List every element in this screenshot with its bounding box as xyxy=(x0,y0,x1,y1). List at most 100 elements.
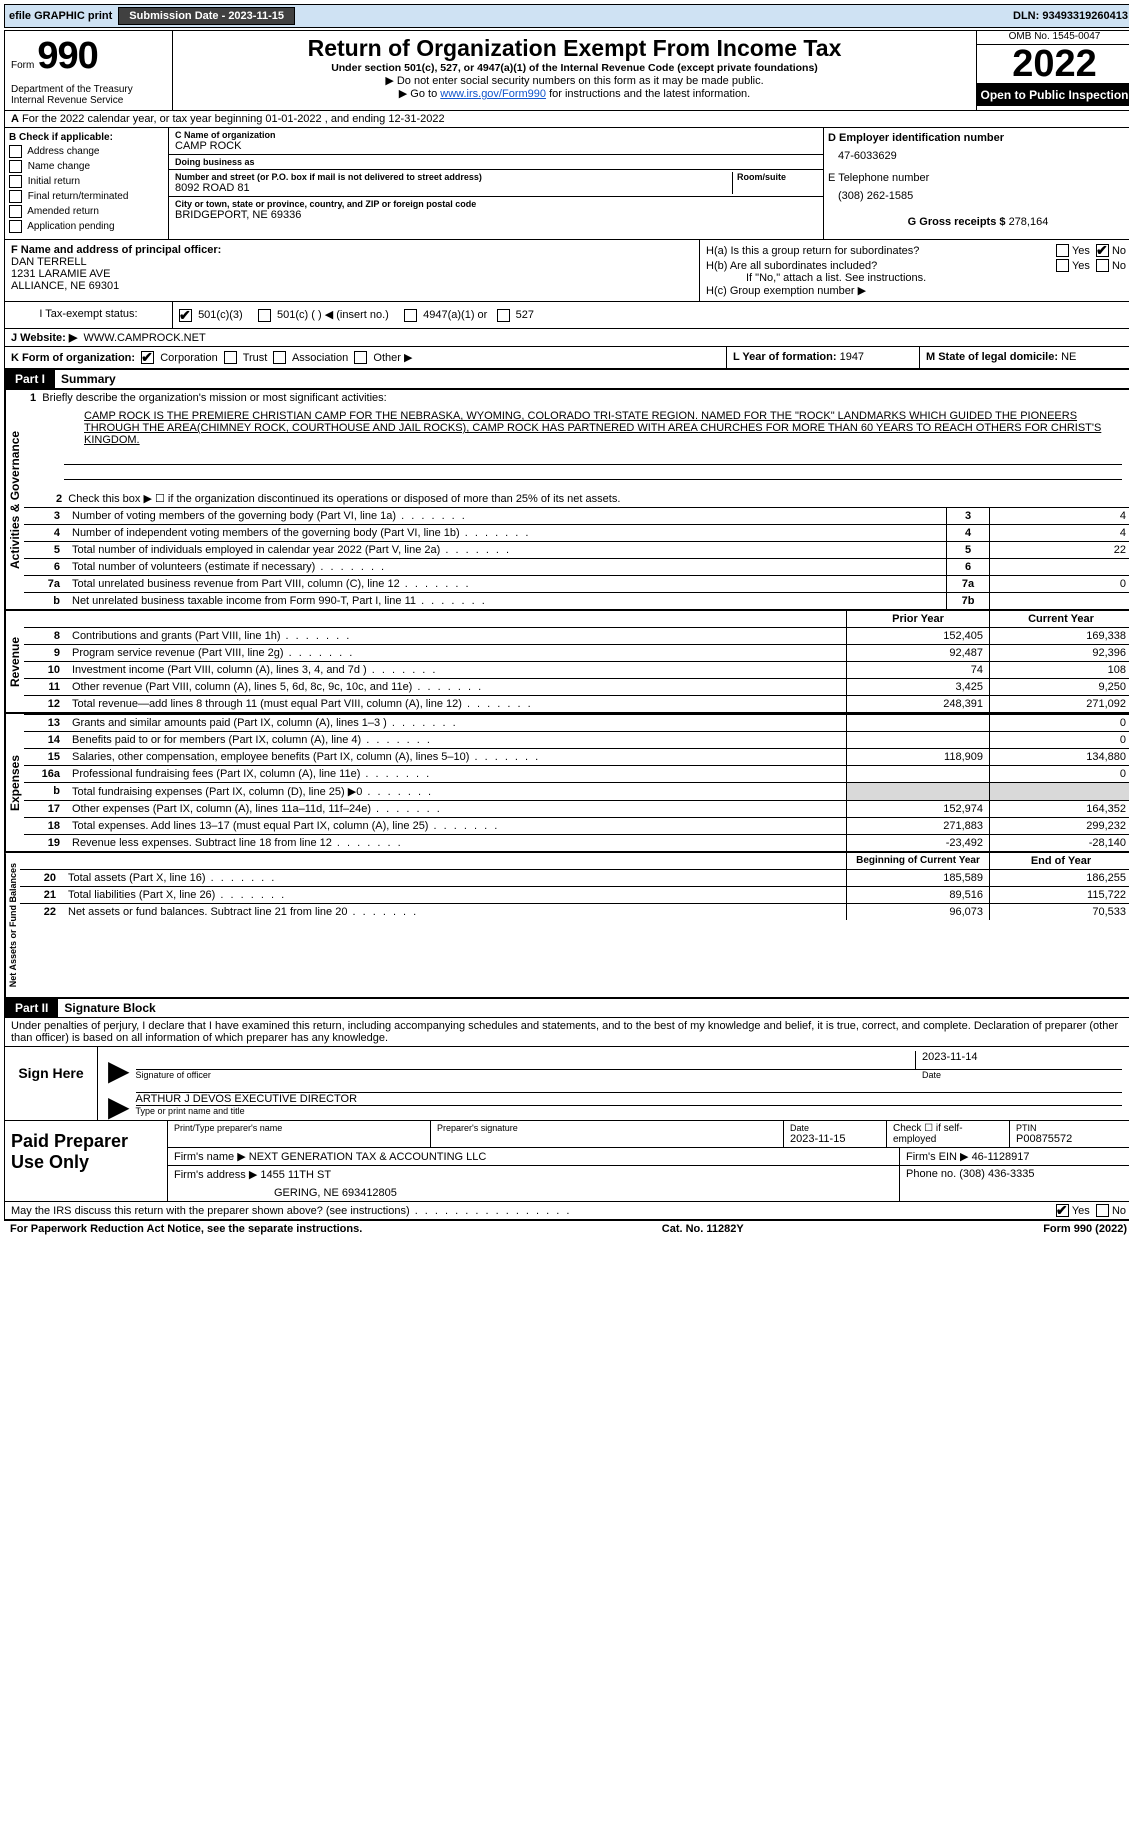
discuss-text: May the IRS discuss this return with the… xyxy=(11,1205,410,1217)
hb-no: No xyxy=(1112,260,1126,272)
b-option: Amended return xyxy=(9,205,164,218)
hb-no-checkbox[interactable] xyxy=(1096,259,1109,272)
firm-ein-value: 46-1128917 xyxy=(972,1151,1030,1163)
b-checkbox[interactable] xyxy=(9,145,22,158)
i-501c3-checkbox[interactable] xyxy=(179,309,192,322)
firm-name-label: Firm's name ▶ xyxy=(174,1151,246,1163)
hb-note: If "No," attach a list. See instructions… xyxy=(706,272,1126,284)
part2-header-row: Part II Signature Block xyxy=(5,997,1129,1017)
part2-title: Signature Block xyxy=(58,999,1129,1017)
ha-yes-checkbox[interactable] xyxy=(1056,244,1069,257)
revenue-section: Revenue Prior Year Current Year 8 Contri… xyxy=(5,609,1129,712)
officer-name: DAN TERRELL xyxy=(11,256,693,268)
m-label: M State of legal domicile: xyxy=(926,351,1058,363)
q1-text: Briefly describe the organization's miss… xyxy=(42,392,386,404)
b-checkbox[interactable] xyxy=(9,190,22,203)
i-527-checkbox[interactable] xyxy=(497,309,510,322)
k-trust: Trust xyxy=(243,352,268,364)
table-row: 13 Grants and similar amounts paid (Part… xyxy=(24,715,1129,732)
part1-title: Summary xyxy=(55,370,1129,388)
discuss-yes: Yes xyxy=(1072,1205,1090,1217)
footer-form: Form 990 (2022) xyxy=(1043,1223,1127,1235)
firm-name-value: NEXT GENERATION TAX & ACCOUNTING LLC xyxy=(249,1151,487,1163)
k-assoc: Association xyxy=(292,352,348,364)
city-value: BRIDGEPORT, NE 69336 xyxy=(175,209,817,221)
b-option: Initial return xyxy=(9,175,164,188)
hb-yes-checkbox[interactable] xyxy=(1056,259,1069,272)
k-corp: Corporation xyxy=(160,352,217,364)
section-bcdefg: B Check if applicable: Address change Na… xyxy=(5,128,1129,240)
discuss-no: No xyxy=(1112,1205,1126,1217)
form-title: Return of Organization Exempt From Incom… xyxy=(179,35,970,62)
table-row: 19 Revenue less expenses. Subtract line … xyxy=(24,835,1129,852)
k-other: Other ▶ xyxy=(373,352,412,364)
link-pre: ▶ Go to xyxy=(399,88,440,100)
sig-date-value: 2023-11-14 xyxy=(915,1051,1122,1069)
b-checkbox[interactable] xyxy=(9,220,22,233)
b-checkbox[interactable] xyxy=(9,205,22,218)
ein-value: 47-6033629 xyxy=(838,150,1128,162)
table-row: b Total fundraising expenses (Part IX, c… xyxy=(24,783,1129,801)
sig-date-label: Date xyxy=(916,1070,1122,1080)
website-value: WWW.CAMPROCK.NET xyxy=(83,332,205,344)
ha-yes: Yes xyxy=(1072,245,1090,257)
e-label: E Telephone number xyxy=(828,172,1128,184)
street-label: Number and street (or P.O. box if mail i… xyxy=(175,172,728,182)
b-checkbox[interactable] xyxy=(9,160,22,173)
hb-label: H(b) Are all subordinates included? xyxy=(706,260,1056,272)
irs-link[interactable]: www.irs.gov/Form990 xyxy=(440,88,546,100)
officer-addr2: ALLIANCE, NE 69301 xyxy=(11,280,693,292)
sign-here-block: Sign Here ▶ 2023-11-14 Signature of offi… xyxy=(5,1046,1129,1120)
gross-receipts: 278,164 xyxy=(1009,216,1049,228)
submission-date-button[interactable]: Submission Date - 2023-11-15 xyxy=(118,7,295,25)
b-checkbox[interactable] xyxy=(9,175,22,188)
room-label: Room/suite xyxy=(737,172,817,182)
firm-addr1: 1455 11TH ST xyxy=(260,1169,331,1181)
k-label: K Form of organization: xyxy=(11,352,135,364)
sig-officer-label: Signature of officer xyxy=(136,1070,916,1080)
table-row: 5 Total number of individuals employed i… xyxy=(24,542,1129,559)
table-row: 21 Total liabilities (Part X, line 26) 8… xyxy=(20,887,1129,904)
prep-name-label: Print/Type preparer's name xyxy=(174,1123,424,1133)
ptin-label: PTIN xyxy=(1016,1123,1126,1133)
dept-label: Department of the Treasury Internal Reve… xyxy=(11,84,166,106)
k-trust-checkbox[interactable] xyxy=(224,351,237,364)
form-number: 990 xyxy=(37,35,97,77)
ha-no-checkbox[interactable] xyxy=(1096,244,1109,257)
d-label: D Employer identification number xyxy=(828,132,1128,144)
link-post: for instructions and the latest informat… xyxy=(546,88,750,100)
k-assoc-checkbox[interactable] xyxy=(273,351,286,364)
tax-year: 2022 xyxy=(977,45,1129,84)
discuss-no-checkbox[interactable] xyxy=(1096,1204,1109,1217)
vlabel-expenses: Expenses xyxy=(5,714,24,851)
i-4947-checkbox[interactable] xyxy=(404,309,417,322)
i-501c-checkbox[interactable] xyxy=(258,309,271,322)
k-other-checkbox[interactable] xyxy=(354,351,367,364)
j-row: J Website: ▶ WWW.CAMPROCK.NET xyxy=(5,329,1129,347)
netassets-section: Net Assets or Fund Balances Beginning of… xyxy=(5,851,1129,997)
g-label: G Gross receipts $ xyxy=(908,216,1006,228)
k-corp-checkbox[interactable] xyxy=(141,351,154,364)
city-label: City or town, state or province, country… xyxy=(175,199,817,209)
form-note-link: ▶ Go to www.irs.gov/Form990 for instruct… xyxy=(179,87,970,100)
sig-name-label: Type or print name and title xyxy=(136,1105,1122,1116)
sig-name-value: ARTHUR J DEVOS EXECUTIVE DIRECTOR xyxy=(136,1093,1122,1105)
f-label: F Name and address of principal officer: xyxy=(11,244,693,256)
mission-blank-line-1 xyxy=(64,450,1122,465)
firm-phone-label: Phone no. xyxy=(906,1168,956,1180)
form-word: Form xyxy=(11,60,34,71)
l-label: L Year of formation: xyxy=(733,351,837,363)
revenue-table: Prior Year Current Year 8 Contributions … xyxy=(24,611,1129,712)
j-label: J Website: ▶ xyxy=(11,332,77,344)
col-end: End of Year xyxy=(990,853,1129,870)
c-section: C Name of organization CAMP ROCK Doing b… xyxy=(169,128,823,239)
dln-label: DLN: 93493319260413 xyxy=(1013,10,1128,22)
i-4947: 4947(a)(1) or xyxy=(423,309,487,321)
phone-value: (308) 262-1585 xyxy=(838,190,1128,202)
efile-label: efile GRAPHIC print xyxy=(9,10,112,22)
governance-table: 3 Number of voting members of the govern… xyxy=(24,507,1129,609)
firm-ein-label: Firm's EIN ▶ xyxy=(906,1151,969,1163)
a-letter: A xyxy=(11,113,19,125)
paid-preparer-block: Paid Preparer Use Only Print/Type prepar… xyxy=(5,1120,1129,1201)
discuss-yes-checkbox[interactable] xyxy=(1056,1204,1069,1217)
